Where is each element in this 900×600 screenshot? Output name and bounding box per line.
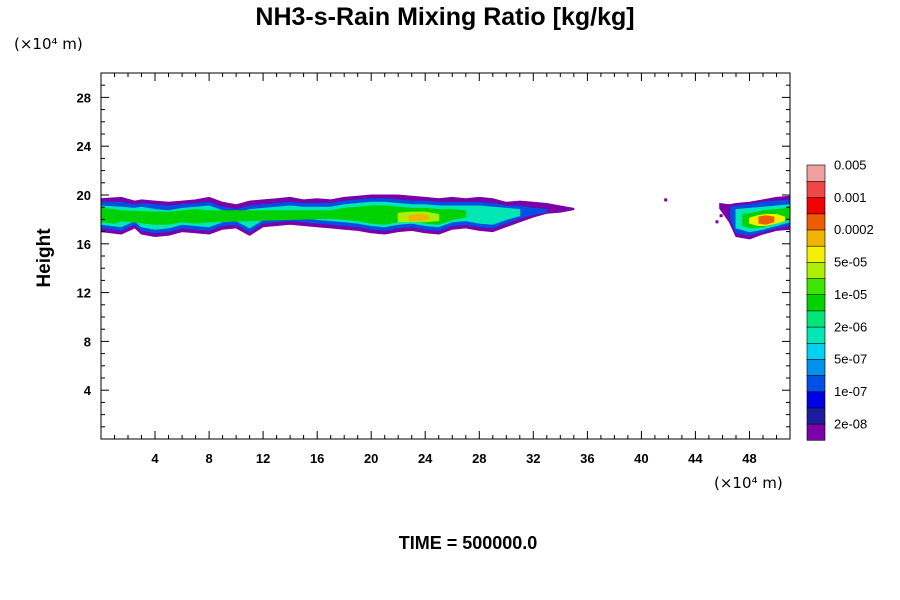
x-tick-label: 32 xyxy=(526,451,540,466)
y-tick-label: 28 xyxy=(77,90,91,105)
y-tick-label: 8 xyxy=(84,334,91,349)
colorbar-swatch xyxy=(806,407,826,425)
y-tick-label: 16 xyxy=(77,237,91,252)
x-tick-label: 28 xyxy=(472,451,486,466)
colorbar-swatch xyxy=(806,180,826,198)
contour-speck-2 xyxy=(719,214,723,218)
colorbar-swatch xyxy=(806,342,826,360)
colorbar-swatch xyxy=(806,294,826,312)
colorbar-label: 5e-07 xyxy=(834,352,867,367)
colorbar-label: 0.005 xyxy=(834,158,867,173)
x-tick-label: 4 xyxy=(151,451,159,466)
x-tick-label: 16 xyxy=(310,451,324,466)
x-tick-label: 8 xyxy=(205,451,212,466)
contour-layer-11 xyxy=(758,215,775,225)
colorbar-swatch xyxy=(806,310,826,328)
colorbar-label: 0.001 xyxy=(834,190,867,205)
x-tick-label: 40 xyxy=(634,451,648,466)
colorbar-swatch xyxy=(806,374,826,393)
x-tick-label: 24 xyxy=(418,451,433,466)
contour-layer-5 xyxy=(408,214,429,222)
colorbar-swatch xyxy=(806,423,826,441)
colorbar-label: 1e-05 xyxy=(834,287,867,302)
colorbar-swatch xyxy=(806,229,826,247)
colorbar-label: 2e-06 xyxy=(834,319,867,334)
colorbar-swatch xyxy=(806,358,826,376)
x-tick-label: 48 xyxy=(742,451,756,466)
y-tick-label: 4 xyxy=(84,383,92,398)
colorbar-swatch xyxy=(806,326,826,344)
x-unit-label: (×10⁴ m) xyxy=(714,474,783,492)
x-tick-label: 44 xyxy=(688,451,703,466)
colorbar-label: 5e-05 xyxy=(834,255,867,270)
y-tick-label: 12 xyxy=(77,286,91,301)
y-tick-label: 20 xyxy=(77,188,91,203)
colorbar-swatch xyxy=(806,391,826,409)
contour-speck-0 xyxy=(664,198,668,202)
colorbar-swatch xyxy=(806,277,826,296)
colorbar-swatch xyxy=(806,164,826,182)
colorbar-swatch xyxy=(806,261,826,279)
x-tick-label: 20 xyxy=(364,451,378,466)
contour-speck-1 xyxy=(715,220,719,224)
x-tick-label: 36 xyxy=(580,451,594,466)
colorbar-label: 2e-08 xyxy=(834,416,867,431)
chart-title: NH3-s-Rain Mixing Ratio [kg/kg] xyxy=(255,3,634,31)
x-tick-label: 12 xyxy=(256,451,270,466)
contour-layer-3 xyxy=(100,205,467,225)
y-tick-label: 24 xyxy=(77,139,92,154)
colorbar-swatch xyxy=(806,213,826,231)
colorbar-label: 0.0002 xyxy=(834,222,874,237)
colorbar-swatch xyxy=(806,245,826,263)
y-unit-label: (×10⁴ m) xyxy=(14,35,83,53)
plot-frame xyxy=(100,72,791,440)
colorbar: 2e-08 1e-07 5e-07 2e-06 1e-05 5e-05 0.0002 0.00… xyxy=(806,158,874,441)
time-label: TIME = 500000.0 xyxy=(399,533,538,553)
plot-area xyxy=(100,194,791,240)
y-axis-title: Height xyxy=(34,228,55,288)
colorbar-swatch xyxy=(806,197,826,215)
colorbar-label: 1e-07 xyxy=(834,384,867,399)
